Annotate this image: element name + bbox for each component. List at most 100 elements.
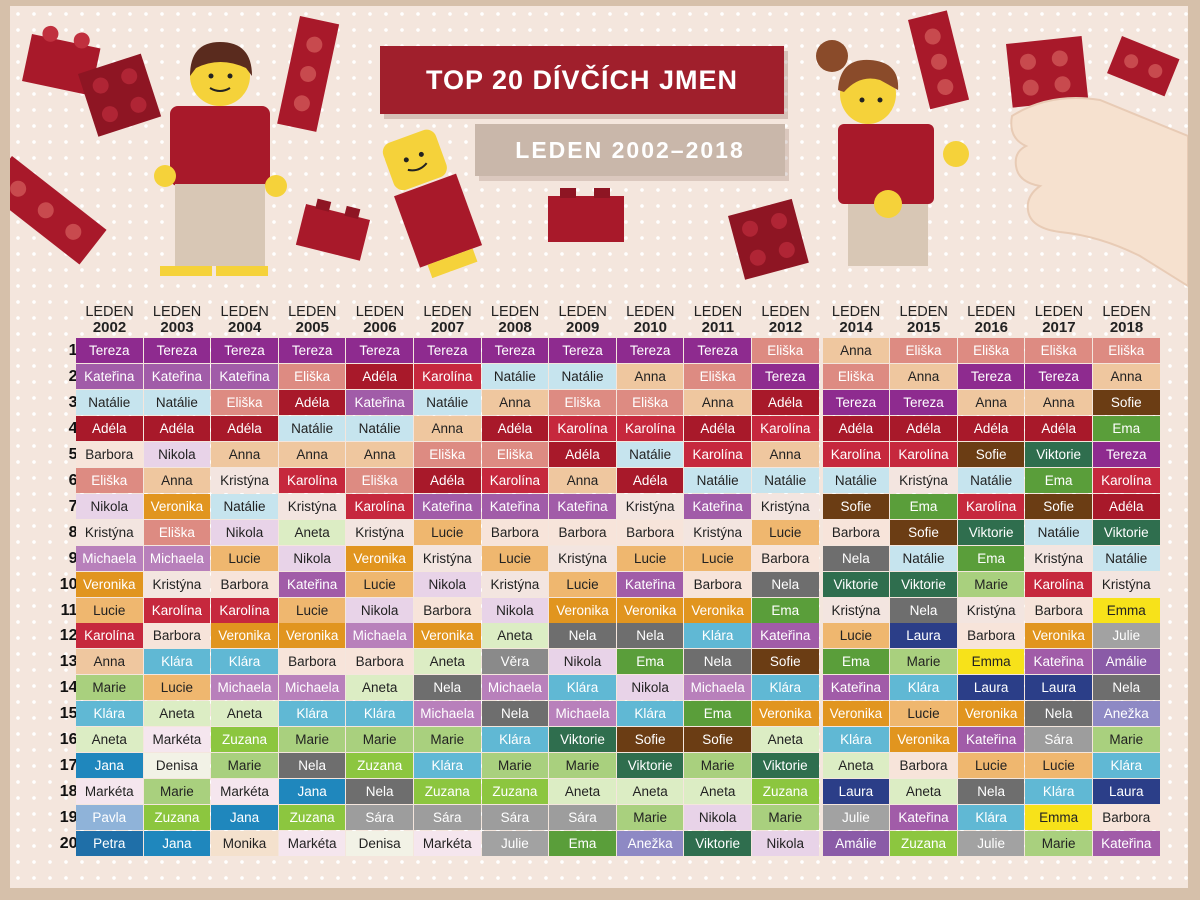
name-cell: Natálie [957, 467, 1025, 493]
name-cell: Natálie [1093, 545, 1160, 571]
name-cell: Adéla [684, 415, 751, 441]
name-cell: Ema [1093, 415, 1160, 441]
name-cell: Klára [684, 623, 751, 649]
column-header-2007: LEDEN 2007 [414, 304, 481, 336]
name-cell: Kristýna [481, 571, 549, 597]
name-cell: Adéla [957, 415, 1025, 441]
name-cell: Marie [1025, 831, 1092, 857]
name-cell: Eliška [957, 338, 1025, 363]
name-cell: Tereza [957, 363, 1025, 389]
column-header-2010: LEDEN 2010 [617, 304, 684, 336]
name-cell: Eliška [752, 338, 819, 363]
name-cell: Emma [957, 649, 1025, 675]
name-cell: Aneta [76, 727, 143, 753]
column-header-year: 2002 [92, 319, 127, 336]
name-cell: Kristýna [684, 519, 751, 545]
name-cell: Natálie [684, 467, 751, 493]
name-cell: Eliška [616, 389, 684, 415]
name-cell: Sofie [684, 727, 751, 753]
column-header-2009: LEDEN 2009 [549, 304, 616, 336]
name-cell: Denisa [143, 753, 211, 779]
name-cell: Kristýna [616, 493, 684, 519]
name-cell: Anna [1093, 363, 1160, 389]
name-cell: Lucie [346, 571, 413, 597]
name-cell: Barbora [957, 623, 1025, 649]
name-cell: Adéla [616, 467, 684, 493]
name-cell: Adéla [549, 441, 616, 467]
name-cell: Natálie [481, 363, 549, 389]
name-cell: Klára [278, 701, 346, 727]
name-cell: Klára [76, 701, 143, 727]
name-cell: Sára [346, 805, 413, 831]
name-cell: Julie [481, 831, 549, 857]
subtitle-banner: LEDEN 2002–2018 [475, 124, 785, 176]
name-cell: Ema [616, 649, 684, 675]
column-header-prefix: LEDEN [1102, 304, 1151, 320]
name-cell: Nela [1093, 675, 1160, 701]
name-cell: Kateřina [76, 363, 143, 389]
name-cell: Anna [143, 467, 211, 493]
name-cell: Zuzana [346, 753, 413, 779]
name-cell: Veronika [752, 701, 819, 727]
name-cell: Lucie [684, 545, 751, 571]
name-cell: Karolína [481, 467, 549, 493]
name-cell: Lucie [143, 675, 211, 701]
name-cell: Veronika [822, 701, 890, 727]
name-cell: Sofie [752, 649, 819, 675]
name-cell: Karolína [957, 493, 1025, 519]
name-cell: Karolína [822, 441, 890, 467]
column-header-prefix: LEDEN [152, 304, 202, 320]
name-cell: Karolína [346, 493, 413, 519]
name-cell: Nikola [211, 519, 278, 545]
name-cell: Viktorie [957, 519, 1025, 545]
name-cell: Lucie [414, 519, 481, 545]
name-cell: Marie [211, 753, 278, 779]
brick-held-icon [1006, 36, 1089, 108]
name-cell: Klára [346, 701, 413, 727]
name-cell: Barbora [76, 441, 143, 467]
name-cell: Kateřina [684, 493, 751, 519]
name-cell: Tereza [822, 389, 890, 415]
column-header-prefix: LEDEN [761, 304, 810, 320]
name-cell: Marie [143, 779, 211, 805]
name-cell: Ema [1025, 467, 1092, 493]
name-cell: Veronika [211, 623, 278, 649]
name-cell: Věra [481, 649, 549, 675]
name-cell: Eliška [1025, 338, 1092, 363]
name-cell: Julie [1093, 623, 1160, 649]
name-cell: Eliška [143, 519, 211, 545]
column-header-year: 2009 [566, 319, 600, 336]
name-cell: Klára [414, 753, 481, 779]
name-cell: Adéla [414, 467, 481, 493]
name-cell: Tereza [1025, 363, 1092, 389]
name-cell: Natálie [549, 363, 616, 389]
name-cell: Eliška [684, 363, 751, 389]
name-cell: Amálie [822, 831, 890, 857]
name-cell: Marie [76, 675, 143, 701]
name-cell: Kristýna [143, 571, 211, 597]
name-cell: Michaela [211, 675, 278, 701]
name-cell: Karolína [890, 441, 957, 467]
name-cell: Markéta [211, 779, 278, 805]
name-cell: Marie [346, 727, 413, 753]
name-cell: Adéla [481, 415, 549, 441]
name-cell: Nela [481, 701, 549, 727]
name-cell: Aneta [211, 701, 278, 727]
column-header-year: 2015 [907, 319, 941, 336]
name-cell: Karolína [616, 415, 684, 441]
name-cell: Kristýna [76, 519, 143, 545]
name-cell: Kateřina [890, 805, 957, 831]
name-cell: Nela [346, 779, 413, 805]
name-cell: Ema [822, 649, 890, 675]
name-cell: Anna [549, 467, 616, 493]
column-header-2011: LEDEN 2011 [684, 304, 751, 336]
name-cell: Aneta [143, 701, 211, 727]
name-cell: Karolína [1093, 467, 1160, 493]
figure-girl-sweater-icon [154, 42, 287, 276]
name-cell: Monika [211, 831, 278, 857]
name-cell: Adéla [890, 415, 957, 441]
column-header-year: 2012 [768, 319, 803, 336]
column-header-2014: LEDEN 2014 [823, 304, 890, 336]
name-cell: Eliška [822, 363, 890, 389]
name-cell: Julie [822, 805, 890, 831]
